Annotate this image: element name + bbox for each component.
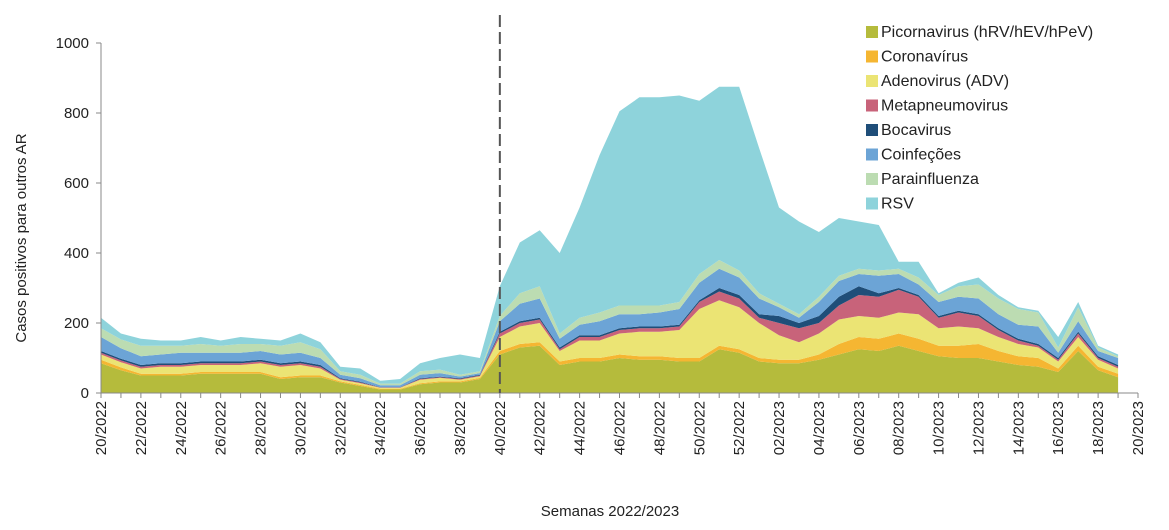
legend-swatch bbox=[866, 173, 878, 185]
x-tick-label: 30/2022 bbox=[292, 401, 309, 455]
x-tick-label: 22/2022 bbox=[133, 401, 150, 455]
legend-swatch bbox=[866, 197, 878, 210]
legend-label: Metapneumovirus bbox=[881, 98, 1008, 115]
x-tick-label: 36/2022 bbox=[412, 401, 429, 455]
x-tick-label: 04/2023 bbox=[811, 401, 828, 455]
x-tick-label: 40/2022 bbox=[492, 401, 509, 455]
x-tick-label: 02/2023 bbox=[771, 401, 788, 455]
area bbox=[101, 289, 1119, 388]
x-tick-label: 10/2023 bbox=[931, 401, 948, 455]
x-tick-label: 28/2022 bbox=[253, 401, 270, 455]
legend-swatch bbox=[866, 148, 878, 161]
area bbox=[101, 333, 1119, 390]
legend-label: Coinfeções bbox=[881, 147, 961, 164]
y-tick-label: 200 bbox=[64, 315, 89, 332]
x-tick-label: 46/2022 bbox=[612, 401, 629, 455]
x-tick-label: 34/2022 bbox=[372, 401, 389, 455]
legend-label: RSV bbox=[881, 196, 914, 213]
legend-label: Bocavirus bbox=[881, 122, 951, 139]
legend-swatch bbox=[866, 26, 878, 38]
y-axis-title: Casos positivos para outros AR bbox=[13, 133, 30, 342]
x-tick-label: 48/2022 bbox=[651, 401, 668, 455]
area bbox=[101, 345, 1119, 393]
y-tick-label: 1000 bbox=[56, 35, 89, 52]
legend-swatch bbox=[866, 99, 878, 112]
x-tick-label: 12/2023 bbox=[970, 401, 987, 455]
legend-label: Coronavírus bbox=[881, 49, 968, 66]
legend-swatch bbox=[866, 75, 878, 87]
legend-label: Parainfluenza bbox=[881, 171, 979, 188]
x-tick-label: 06/2023 bbox=[851, 401, 868, 455]
y-tick-label: 800 bbox=[64, 105, 89, 122]
y-tick-label: 400 bbox=[64, 245, 89, 262]
y-tick-label: 0 bbox=[81, 385, 89, 402]
x-axis-title: Semanas 2022/2023 bbox=[541, 503, 679, 520]
x-tick-label: 14/2023 bbox=[1010, 401, 1027, 455]
x-tick-label: 50/2022 bbox=[691, 401, 708, 455]
x-tick-label: 26/2022 bbox=[213, 401, 230, 455]
x-tick-label: 20/2023 bbox=[1130, 401, 1147, 455]
x-tick-label: 32/2022 bbox=[332, 401, 349, 455]
x-tick-label: 42/2022 bbox=[532, 401, 549, 455]
legend-swatch bbox=[866, 124, 878, 136]
y-tick-label: 600 bbox=[64, 175, 89, 192]
x-tick-label: 20/2022 bbox=[93, 401, 110, 455]
x-tick-label: 24/2022 bbox=[173, 401, 190, 455]
legend-label: Picornavirus (hRV/hEV/hPeV) bbox=[881, 24, 1093, 41]
area bbox=[101, 300, 1119, 389]
area bbox=[101, 268, 1119, 388]
legend-swatch bbox=[866, 50, 878, 63]
x-tick-label: 16/2023 bbox=[1050, 401, 1067, 455]
area bbox=[101, 86, 1119, 384]
legend: Picornavirus (hRV/hEV/hPeV) Coronavírus Ad… bbox=[866, 24, 1093, 213]
x-tick-label: 52/2022 bbox=[731, 401, 748, 455]
x-tick-label: 18/2023 bbox=[1090, 401, 1107, 455]
x-tick-label: 44/2022 bbox=[572, 401, 589, 455]
legend-label: Adenovirus (ADV) bbox=[881, 73, 1009, 90]
x-tick-label: 38/2022 bbox=[452, 401, 469, 455]
x-tick-label: 08/2023 bbox=[891, 401, 908, 455]
